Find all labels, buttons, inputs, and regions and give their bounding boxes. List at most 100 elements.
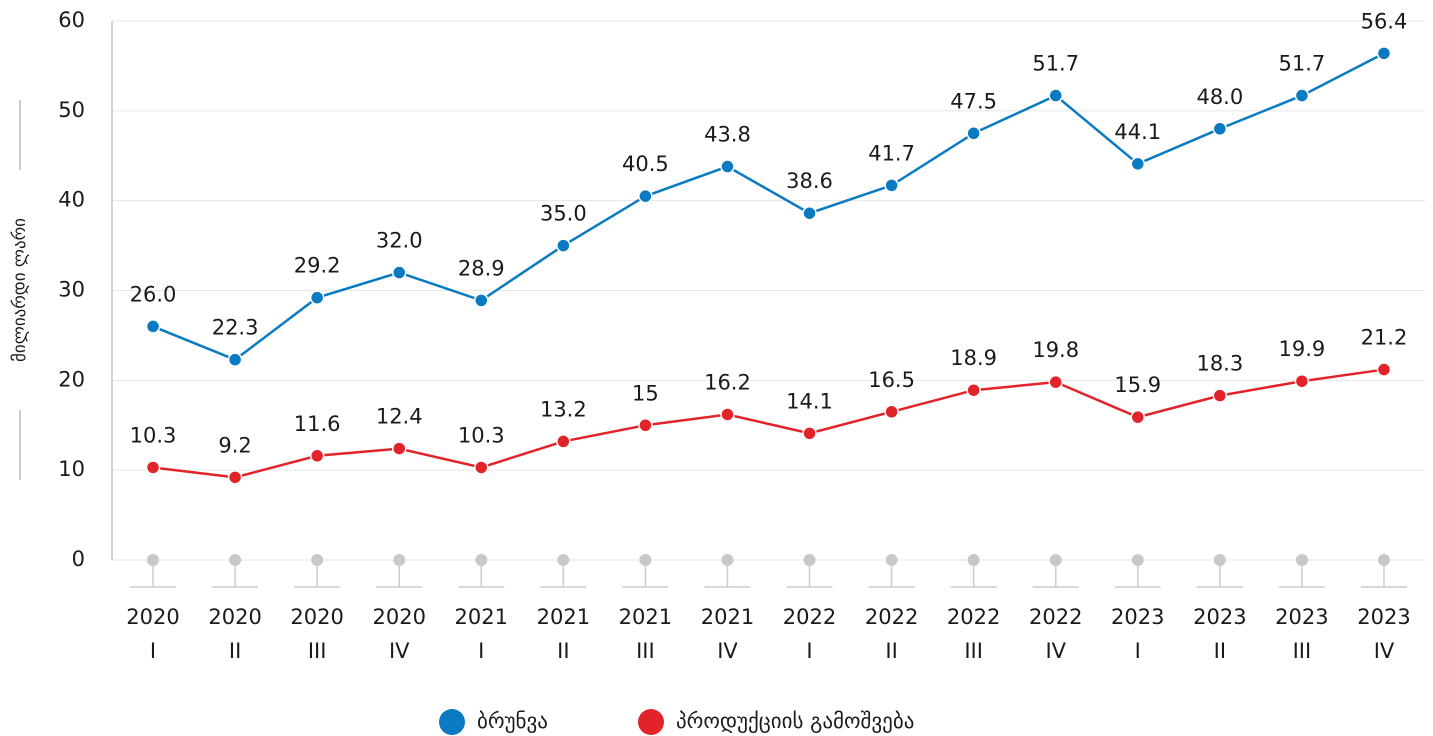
x-tick-dot [1049,554,1062,566]
data-point [227,470,243,485]
data-label: 16.2 [704,370,751,394]
x-tick-label: 2022 [865,605,918,629]
data-label: 29.2 [294,254,341,278]
data-label: 21.2 [1361,326,1408,350]
data-label: 32.0 [376,229,423,253]
x-tick-dot [721,554,734,566]
data-label: 22.3 [212,316,259,340]
data-point [474,460,489,475]
data-label: 51.7 [1279,52,1326,76]
data-point [720,407,735,422]
x-tick-label: III [964,639,983,663]
data-label: 18.9 [950,346,997,370]
data-label: 56.4 [1361,9,1408,33]
data-label: 44.1 [1114,120,1161,144]
data-label: 12.4 [376,405,423,429]
data-point [1130,156,1146,172]
data-point [309,448,325,464]
data-label: 18.3 [1196,352,1243,376]
data-label: 48.0 [1196,85,1243,109]
data-point [1294,88,1310,103]
data-label: 11.6 [294,412,341,436]
data-label: 10.3 [458,423,505,447]
data-label: 40.5 [622,152,669,176]
data-point [145,319,161,334]
data-point [1212,388,1228,403]
x-tick-dot [1213,554,1226,566]
data-point [556,434,571,449]
data-point [556,238,571,253]
x-tick-dot [229,554,242,566]
x-tick-label: II [885,639,897,663]
legend-swatch [439,709,465,735]
y-axis-label: მილიარდი ლარი [10,218,30,362]
x-tick-label: 2022 [783,605,836,629]
x-tick-label: 2021 [537,605,590,629]
data-point [309,290,325,305]
data-point [1376,362,1392,377]
data-point [1048,88,1063,103]
legend-label: პროდუქციის გამოშვება [676,709,914,733]
data-label: 28.9 [458,256,505,280]
data-point [802,205,817,221]
x-tick-label: II [557,639,569,663]
data-point [802,426,817,441]
data-point [1376,46,1392,61]
y-tick-label: 40 [58,188,85,212]
data-label: 43.8 [704,123,751,147]
data-label: 51.7 [1032,52,1079,76]
x-tick-label: I [1135,639,1141,663]
x-tick-dot [393,554,406,566]
x-tick-label: 2020 [372,605,425,629]
legend-swatch [638,709,664,735]
x-tick-dot [803,554,816,566]
x-tick-label: IV [389,639,410,663]
x-tick-label: IV [1374,639,1395,663]
x-tick-label: 2021 [619,605,672,629]
y-tick-label: 10 [58,457,85,481]
data-point [884,404,899,420]
legend-label: ბრუნვა [477,709,548,733]
data-label: 15.9 [1114,373,1161,397]
x-tick-label: I [806,639,812,663]
x-tick-label: 2023 [1357,605,1410,629]
data-point [145,460,161,475]
x-tick-label: 2020 [290,605,343,629]
x-tick-dot [557,554,570,566]
x-tick-label: 2020 [126,605,179,629]
data-label: 9.2 [218,433,251,457]
x-tick-dot [1295,554,1308,566]
x-tick-label: II [1214,639,1226,663]
series-line [152,52,1385,362]
data-point [638,418,653,433]
x-tick-label: IV [717,639,738,663]
data-point [474,293,489,308]
series-line [152,368,1385,479]
data-label: 38.6 [786,169,833,193]
x-tick-dot [311,554,324,566]
x-tick-label: I [478,639,484,663]
x-tick-label: 2020 [208,605,261,629]
x-tick-dot [1131,554,1144,566]
x-tick-label: 2022 [1029,605,1082,629]
data-label: 19.8 [1032,338,1079,362]
data-point [1294,373,1310,389]
x-tick-dot [147,554,160,566]
data-label: 26.0 [130,282,177,306]
x-tick-label: 2023 [1275,605,1328,629]
data-label: 15 [632,381,659,405]
data-label: 19.9 [1279,337,1326,361]
x-tick-label: I [150,639,156,663]
data-point [638,188,653,204]
data-label: 16.5 [868,368,915,392]
x-tick-label: 2022 [947,605,1000,629]
y-tick-label: 0 [72,547,85,571]
data-point [966,126,981,141]
y-tick-label: 20 [58,367,85,391]
data-point [884,178,899,193]
x-tick-dot [1377,554,1390,566]
x-tick-label: III [308,639,327,663]
data-label: 35.0 [540,202,587,226]
x-tick-dot [639,554,652,566]
data-label: 41.7 [868,141,915,165]
